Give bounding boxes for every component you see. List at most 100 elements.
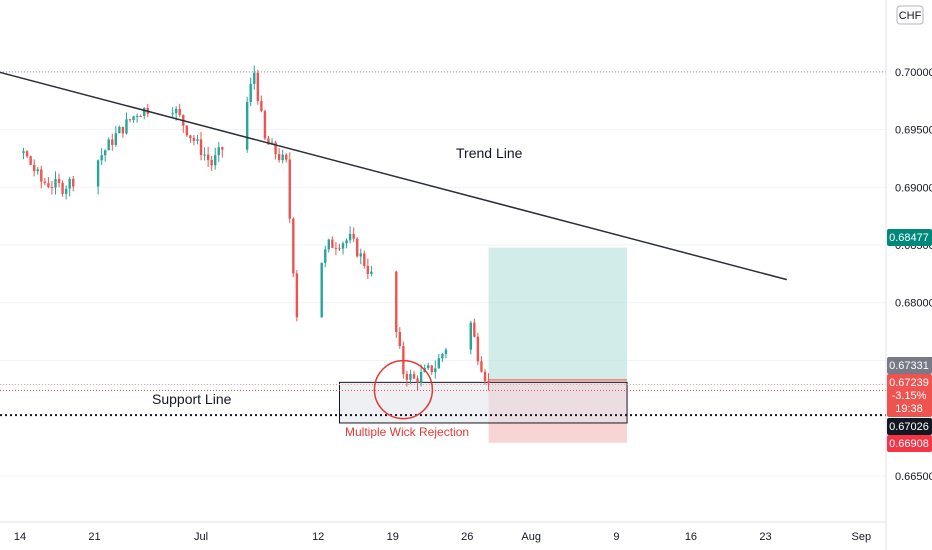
target-price-badge: 0.68477 — [887, 229, 932, 246]
candle-body — [434, 368, 437, 373]
candle-body — [352, 233, 355, 239]
time-tick-label: 16 — [685, 531, 697, 543]
candle-body — [178, 108, 181, 115]
time-tick-label: Jul — [194, 531, 208, 543]
candle-body — [281, 154, 284, 161]
candle-body — [416, 378, 419, 383]
candle-body — [64, 188, 68, 194]
candle-body — [327, 239, 331, 250]
candle-body — [25, 151, 29, 157]
candle-body — [121, 126, 125, 134]
candle-body — [100, 155, 103, 161]
candle-body — [214, 155, 217, 166]
candle-body — [114, 133, 118, 145]
trend-line[interactable] — [0, 58, 787, 281]
candle-countdown-text: 19:38 — [895, 403, 923, 415]
candle-body — [47, 183, 50, 188]
candlestick-series — [22, 65, 490, 391]
candle-body — [171, 113, 174, 115]
time-tick-label: 14 — [14, 531, 26, 543]
trend-line-label: Trend Line — [456, 145, 523, 161]
candle-body — [185, 125, 189, 136]
entry-price-text: 0.67331 — [889, 360, 929, 372]
candle-body — [469, 322, 472, 350]
entry-price-badge: 0.67331 — [887, 357, 932, 374]
candle-body — [128, 119, 132, 121]
candle-body — [57, 178, 61, 183]
candle-body — [22, 151, 25, 154]
candle-body — [111, 139, 114, 145]
candle-body — [43, 181, 47, 184]
candle-body — [221, 147, 224, 150]
change-percent-text: -3.15% — [892, 390, 927, 402]
candle-body — [210, 159, 213, 166]
price-tick-label: 0.69500 — [895, 125, 932, 137]
time-tick-label: 9 — [613, 531, 619, 543]
candle-body — [253, 72, 256, 84]
candle-body — [260, 100, 263, 112]
currency-label: CHF — [899, 10, 922, 22]
candle-body — [334, 247, 338, 249]
candle-body — [118, 126, 121, 134]
price-tick-label: 0.66500 — [895, 471, 932, 483]
candle-body — [480, 361, 483, 372]
candle-body — [405, 373, 409, 380]
price-tick-label: 0.70000 — [895, 67, 932, 79]
price-tick-label: 0.68000 — [895, 298, 932, 310]
support-price-text: 0.67026 — [889, 421, 929, 433]
candle-body — [203, 154, 206, 156]
candle-body — [274, 142, 277, 155]
candle-body — [331, 239, 334, 248]
candle-body — [256, 72, 260, 101]
time-axis[interactable]: 14 21 Jul 12 19 26 Aug 9 16 23 Sep — [14, 531, 871, 543]
currency-box[interactable] — [896, 5, 924, 25]
candle-body — [125, 119, 128, 134]
price-tick-label: 0.69000 — [895, 182, 932, 194]
stop-price-text: 0.66908 — [889, 438, 929, 450]
stop-price-badge: 0.66908 — [887, 435, 932, 452]
candle-body — [412, 373, 416, 379]
candle-body — [427, 365, 430, 369]
candle-body — [430, 365, 433, 373]
candle-body — [345, 240, 348, 244]
support-zone-box[interactable] — [339, 381, 628, 424]
candle-body — [36, 169, 39, 172]
current-price-text: 0.67239 — [889, 377, 929, 389]
target-price-text: 0.68477 — [889, 232, 929, 244]
candle-body — [487, 380, 490, 384]
support-line-label: Support Line — [152, 391, 232, 407]
candle-body — [363, 253, 366, 266]
candle-body — [96, 160, 100, 187]
time-tick-label: 12 — [312, 531, 324, 543]
time-tick-label: 26 — [461, 531, 473, 543]
candle-body — [245, 102, 249, 150]
candle-body — [32, 164, 36, 172]
candle-body — [29, 156, 32, 165]
candle-body — [444, 349, 448, 354]
candle-body — [395, 271, 398, 333]
candle-body — [249, 83, 252, 103]
candle-body — [437, 358, 441, 369]
candle-body — [267, 138, 270, 145]
candle-body — [338, 248, 341, 250]
profit-target-zone[interactable] — [488, 247, 628, 380]
candle-body — [288, 159, 291, 219]
candle-body — [483, 371, 487, 381]
candle-body — [50, 187, 54, 189]
time-tick-label: 23 — [759, 531, 771, 543]
candle-body — [217, 147, 220, 156]
candle-body — [199, 139, 203, 155]
candle-body — [398, 332, 402, 347]
candle-body — [359, 253, 362, 257]
time-tick-label: Sep — [852, 531, 872, 543]
wick-rejection-circle[interactable] — [373, 359, 434, 420]
time-tick-label: 21 — [88, 531, 100, 543]
candle-body — [103, 150, 107, 156]
candle-body — [341, 243, 345, 249]
candle-body — [409, 373, 412, 380]
candle-body — [370, 271, 373, 274]
wick-rejection-label: Multiple Wick Rejection — [345, 425, 469, 439]
candle-body — [61, 182, 64, 194]
